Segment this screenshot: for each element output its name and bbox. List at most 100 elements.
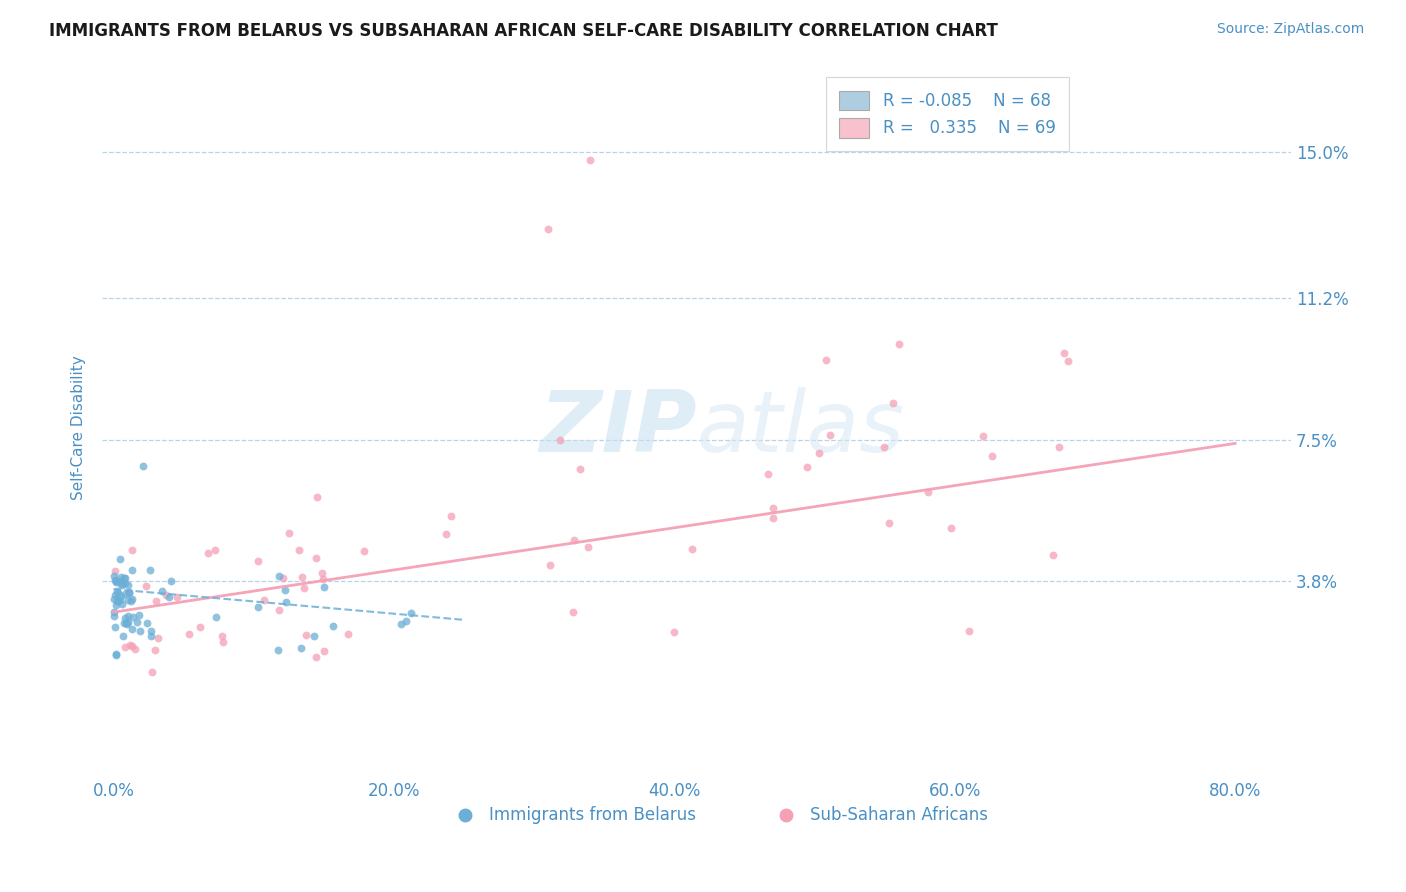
Point <box>111 578 134 592</box>
Point <box>112 615 135 630</box>
Point <box>917 485 939 500</box>
Point <box>246 600 269 615</box>
Point <box>110 570 132 584</box>
Point <box>807 445 830 459</box>
Point <box>160 574 183 588</box>
Point <box>148 631 170 645</box>
Point <box>877 516 900 530</box>
Point <box>568 462 591 476</box>
Point <box>305 551 328 566</box>
Point <box>108 592 131 607</box>
Text: ZIP: ZIP <box>538 386 697 469</box>
Point <box>114 611 136 625</box>
Point <box>110 574 132 588</box>
Point <box>103 620 125 634</box>
Text: atlas: atlas <box>697 386 904 469</box>
Point <box>561 605 583 619</box>
Point <box>115 615 138 630</box>
Point <box>114 587 136 601</box>
Point <box>118 638 141 652</box>
Point <box>267 603 290 617</box>
Point <box>105 583 128 598</box>
Point <box>117 616 139 631</box>
Point <box>252 593 274 607</box>
Text: Sub-Saharan Africans: Sub-Saharan Africans <box>810 805 987 823</box>
Point <box>211 629 233 643</box>
Point <box>121 610 143 624</box>
Point <box>103 569 125 583</box>
Point <box>143 643 166 657</box>
Point <box>132 459 155 474</box>
Point <box>103 592 125 607</box>
Point <box>111 597 134 611</box>
Text: Source: ZipAtlas.com: Source: ZipAtlas.com <box>1216 22 1364 37</box>
Point <box>762 500 785 515</box>
Point <box>104 573 127 587</box>
Point <box>1057 354 1080 368</box>
Point <box>399 606 422 620</box>
Point <box>246 554 269 568</box>
Point <box>267 568 290 582</box>
Point <box>136 616 159 631</box>
Point <box>980 449 1002 463</box>
Point <box>1047 441 1070 455</box>
Point <box>312 573 335 587</box>
Point <box>274 582 297 597</box>
Point <box>117 578 139 592</box>
Point <box>125 615 148 629</box>
Point <box>104 588 127 602</box>
Point <box>353 543 375 558</box>
Point <box>145 593 167 607</box>
Point <box>271 571 294 585</box>
Point <box>292 581 315 595</box>
Point <box>118 586 141 600</box>
Point <box>290 570 312 584</box>
Point <box>128 607 150 622</box>
Point <box>114 640 136 654</box>
Point <box>104 564 127 578</box>
Point <box>204 543 226 558</box>
Point <box>294 628 316 642</box>
Text: IMMIGRANTS FROM BELARUS VS SUBSAHARAN AFRICAN SELF-CARE DISABILITY CORRELATION C: IMMIGRANTS FROM BELARUS VS SUBSAHARAN AF… <box>49 22 998 40</box>
Point <box>267 643 290 657</box>
Point <box>110 551 132 566</box>
Point <box>818 428 841 442</box>
Point <box>311 566 333 581</box>
Point <box>112 571 135 585</box>
Point <box>1053 346 1076 360</box>
Point <box>120 594 142 608</box>
Point <box>814 352 837 367</box>
Point <box>157 590 180 604</box>
Point <box>121 622 143 636</box>
Point <box>117 615 139 629</box>
Point <box>440 509 463 524</box>
Point <box>434 527 457 541</box>
Text: Immigrants from Belarus: Immigrants from Belarus <box>489 805 696 823</box>
Point <box>336 626 359 640</box>
Point <box>305 649 328 664</box>
Point <box>302 629 325 643</box>
Point <box>105 599 128 613</box>
Point <box>312 644 335 658</box>
Point <box>762 510 785 524</box>
Point <box>576 541 599 555</box>
Point <box>166 590 188 604</box>
Point <box>394 615 416 629</box>
Point <box>107 586 129 600</box>
Point <box>103 608 125 623</box>
Point <box>662 625 685 640</box>
Point <box>278 526 301 541</box>
Point <box>873 441 896 455</box>
Point <box>389 617 412 632</box>
Point <box>579 153 602 167</box>
Point <box>972 428 994 442</box>
Point <box>114 576 136 591</box>
Point <box>121 640 143 654</box>
Point <box>118 585 141 599</box>
Point <box>276 594 298 608</box>
Point <box>177 626 200 640</box>
Point <box>139 629 162 643</box>
Point <box>139 624 162 638</box>
Point <box>117 593 139 607</box>
Point <box>107 594 129 608</box>
